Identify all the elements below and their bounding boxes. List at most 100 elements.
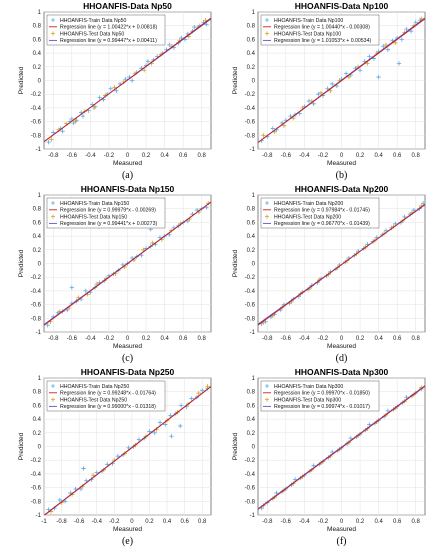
- train-point: [189, 396, 194, 401]
- legend-marker: [265, 397, 269, 402]
- test-point: [205, 384, 210, 389]
- y-tick-label: -0.6: [245, 120, 256, 126]
- legend-entry: Regression line (y = 0.99441*x + 0.00273…: [60, 221, 157, 227]
- train-regression-line: [44, 17, 211, 143]
- train-point: [404, 394, 409, 400]
- train-point: [81, 466, 86, 471]
- x-tick-label: 0.4: [160, 153, 169, 159]
- x-tick-label: 0.2: [356, 153, 365, 159]
- y-tick-label: 0.6: [247, 403, 256, 409]
- train-point: [45, 322, 50, 328]
- y-tick-label: 1: [252, 10, 256, 16]
- y-tick-label: -0.8: [245, 499, 256, 505]
- train-regression-line: [258, 385, 425, 510]
- chart-panel-6: HHOANFIS-Data Np300 -0.8 -0.6 -0.4 -0.2 0 0.2 0…: [232, 367, 426, 547]
- train-point: [147, 429, 152, 434]
- train-point: [145, 59, 151, 64]
- legend-marker: [265, 201, 269, 205]
- legend-entry: Regression line (y = 1.00422*x + 0.00818…: [60, 25, 157, 31]
- train-point: [330, 449, 335, 455]
- x-tick-label: -0.2: [318, 519, 329, 525]
- y-tick-label: -0.2: [31, 275, 42, 281]
- train-point: [163, 422, 168, 427]
- test-point: [383, 42, 389, 48]
- train-point: [136, 437, 142, 442]
- train-point: [311, 463, 316, 468]
- legend-marker: [51, 201, 55, 205]
- x-tick-label: -0.2: [109, 519, 120, 525]
- x-axis-label: Measured: [113, 160, 142, 167]
- legend-entry: Regression line (y = 0.99447*x + 0.00411…: [60, 38, 157, 44]
- train-point: [408, 28, 414, 34]
- legend-entry: Regression line (y = 0.99970*x - 0.01850…: [274, 391, 370, 397]
- y-tick-label: -1: [250, 330, 256, 336]
- train-point: [108, 86, 113, 91]
- y-tick-label: -0.4: [31, 472, 42, 478]
- y-axis-label: Predicted: [232, 249, 239, 277]
- legend-entry: HHOANFIS-Test Data Np100: [274, 31, 341, 37]
- data-layer: [258, 201, 425, 326]
- test-point: [142, 68, 147, 73]
- y-tick-label: 0.6: [33, 403, 42, 409]
- x-tick-label: 0.6: [393, 519, 402, 525]
- train-point: [420, 201, 425, 206]
- data-layer: [258, 385, 425, 511]
- train-point: [69, 285, 75, 290]
- x-tick-label: -0.8: [48, 153, 59, 159]
- y-tick-label: 0.6: [247, 37, 256, 43]
- x-tick-label: 0.2: [142, 336, 151, 342]
- x-tick-label: -0.4: [299, 336, 310, 342]
- x-tick-label: -0.4: [85, 153, 96, 159]
- legend-entry: HHOANFIS-Train Data Np50: [60, 18, 127, 24]
- y-axis-label: Predicted: [18, 249, 25, 277]
- x-tick-label: -0.6: [281, 519, 292, 525]
- y-tick-label: -0.2: [31, 458, 42, 464]
- x-tick-label: 0.2: [145, 519, 154, 525]
- train-regression-line: [44, 201, 211, 326]
- y-tick-label: -1: [250, 147, 256, 153]
- y-tick-label: -0.8: [31, 316, 42, 322]
- y-tick-label: -0.2: [245, 92, 256, 98]
- x-tick-label: -0.4: [299, 519, 310, 525]
- y-tick-label: 0.8: [247, 390, 256, 396]
- x-tick-label: 0.8: [198, 519, 207, 525]
- x-axis-label: Measured: [327, 526, 356, 533]
- x-tick-label: 0.4: [374, 519, 383, 525]
- x-tick-label: -0.6: [67, 153, 78, 159]
- x-tick-label: 0.6: [393, 153, 402, 159]
- y-tick-label: 0.2: [33, 248, 42, 254]
- train-point: [402, 214, 407, 220]
- x-tick-label: 0: [126, 153, 130, 159]
- train-point: [178, 403, 184, 408]
- panel-caption: (a): [122, 170, 133, 181]
- legend-marker: [51, 384, 55, 388]
- legend-box: [260, 197, 380, 229]
- train-point: [274, 490, 279, 496]
- legend-entry: Regression line (y = 0.97984*x - 0.01745…: [274, 208, 370, 214]
- x-tick-label: 0.2: [142, 153, 151, 159]
- x-tick-label: 0.8: [198, 153, 207, 159]
- legend-entry: Regression line (y = 0.96770*x - 0.01439…: [274, 221, 370, 227]
- y-tick-label: 0: [38, 262, 42, 268]
- train-point: [167, 42, 172, 48]
- x-tick-label: -0.2: [104, 336, 115, 342]
- train-point: [330, 81, 335, 87]
- legend-box: [46, 197, 166, 229]
- legend-marker: [265, 384, 269, 388]
- x-axis-label: Measured: [327, 343, 356, 350]
- y-tick-label: -0.4: [245, 472, 256, 478]
- train-point: [311, 101, 316, 106]
- chart-panel-4: HHOANFIS-Data Np200 -0.8 -0.6 -0.4 -0.2 0 0.2 0…: [232, 184, 426, 364]
- train-point: [114, 88, 119, 93]
- y-tick-label: 0.6: [33, 220, 42, 226]
- data-layer: [44, 384, 211, 515]
- panel-caption: (c): [122, 353, 133, 364]
- train-point: [46, 139, 51, 145]
- x-tick-label: -0.2: [104, 153, 115, 159]
- panel-caption: (e): [122, 536, 133, 547]
- chart-title: HHOANFIS-Data Np250: [81, 367, 175, 377]
- train-point: [129, 78, 135, 83]
- train-point: [399, 37, 405, 42]
- legend-entry: HHOANFIS-Test Data Np300: [274, 397, 341, 403]
